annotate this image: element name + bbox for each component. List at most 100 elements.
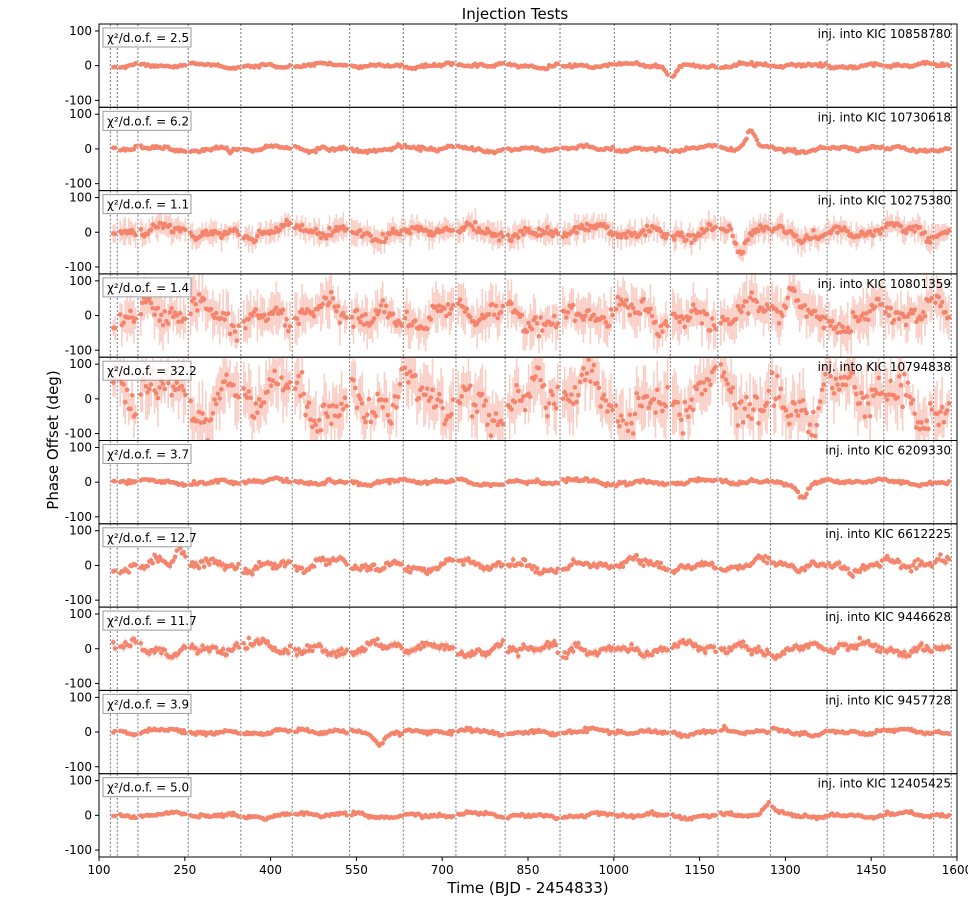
data-point: [198, 420, 204, 426]
data-point: [773, 396, 778, 402]
data-point: [419, 385, 425, 390]
data-point: [231, 323, 236, 329]
data-point: [658, 401, 664, 407]
data-point: [888, 305, 893, 311]
data-point: [641, 227, 646, 233]
data-point: [534, 233, 540, 239]
data-point: [752, 133, 758, 139]
data-point: [284, 317, 289, 322]
data-point: [601, 221, 607, 227]
y-tick-label: -100: [65, 510, 92, 524]
data-point: [624, 297, 629, 303]
data-point: [397, 381, 403, 387]
data-point: [778, 386, 784, 392]
data-point: [126, 570, 132, 575]
data-point: [823, 231, 828, 237]
data-layer: [111, 128, 952, 156]
data-point: [356, 393, 361, 398]
data-point: [924, 239, 929, 245]
data-point: [884, 305, 890, 310]
data-point: [256, 396, 262, 402]
data-point: [320, 301, 325, 307]
data-point: [701, 380, 706, 385]
data-point: [788, 412, 794, 418]
data-point: [378, 397, 384, 402]
data-point: [649, 313, 655, 319]
data-point: [625, 305, 631, 310]
chi2-box: [102, 27, 192, 48]
data-point: [519, 398, 525, 403]
data-point: [332, 304, 337, 310]
data-point: [684, 407, 689, 413]
data-point: [219, 386, 224, 392]
data-point: [550, 233, 555, 239]
data-point: [274, 305, 279, 311]
data-point: [775, 373, 780, 379]
data-point: [946, 479, 952, 484]
data-point: [840, 324, 845, 330]
data-point: [344, 63, 349, 68]
data-point: [294, 380, 300, 386]
data-point: [133, 143, 138, 149]
data-point: [227, 331, 233, 337]
data-point: [359, 401, 365, 406]
data-point: [699, 321, 705, 326]
data-point: [380, 231, 386, 237]
data-points: [111, 542, 952, 579]
data-point: [155, 395, 161, 401]
data-point: [509, 407, 514, 412]
data-point: [407, 230, 413, 236]
data-point: [358, 319, 363, 325]
data-point: [802, 495, 808, 500]
data-point: [169, 306, 174, 311]
data-point: [761, 408, 766, 413]
data-point: [919, 420, 924, 425]
data-point: [826, 318, 832, 324]
data-points: [111, 128, 952, 156]
data-point: [210, 411, 216, 416]
data-point: [656, 334, 662, 339]
data-point: [883, 310, 888, 315]
data-point: [639, 403, 645, 409]
data-point: [866, 401, 871, 406]
data-point: [425, 326, 430, 332]
data-point: [862, 414, 868, 419]
data-point: [327, 403, 332, 409]
injection-label: inj. into KIC 10730618: [818, 110, 951, 124]
data-point: [766, 144, 772, 150]
data-point: [687, 315, 693, 320]
data-point: [483, 398, 488, 404]
data-point: [747, 295, 753, 300]
data-point: [189, 482, 195, 487]
data-point: [793, 408, 799, 414]
data-point: [593, 226, 598, 231]
data-point: [680, 316, 686, 321]
data-point: [183, 63, 188, 68]
chi2-label: χ²/d.o.f. = 1.1: [107, 198, 189, 212]
data-point: [733, 241, 739, 247]
data-point: [744, 299, 749, 304]
data-point: [232, 329, 238, 334]
data-point: [691, 232, 696, 238]
data-point: [160, 225, 166, 231]
data-point: [171, 314, 176, 320]
data-point: [569, 392, 574, 397]
data-point: [680, 431, 686, 436]
data-point: [234, 228, 240, 234]
data-point: [613, 403, 619, 408]
data-point: [368, 419, 374, 425]
y-tick-label: 0: [84, 475, 92, 489]
data-point: [708, 382, 713, 388]
data-point: [351, 324, 356, 329]
data-point: [176, 319, 181, 325]
data-point: [809, 432, 815, 438]
data-point: [349, 314, 355, 320]
data-point: [133, 479, 138, 484]
data-point: [608, 403, 614, 409]
data-point: [152, 312, 157, 317]
data-point: [207, 562, 212, 567]
data-point: [663, 319, 669, 324]
data-point: [685, 414, 691, 419]
data-point: [469, 223, 475, 229]
